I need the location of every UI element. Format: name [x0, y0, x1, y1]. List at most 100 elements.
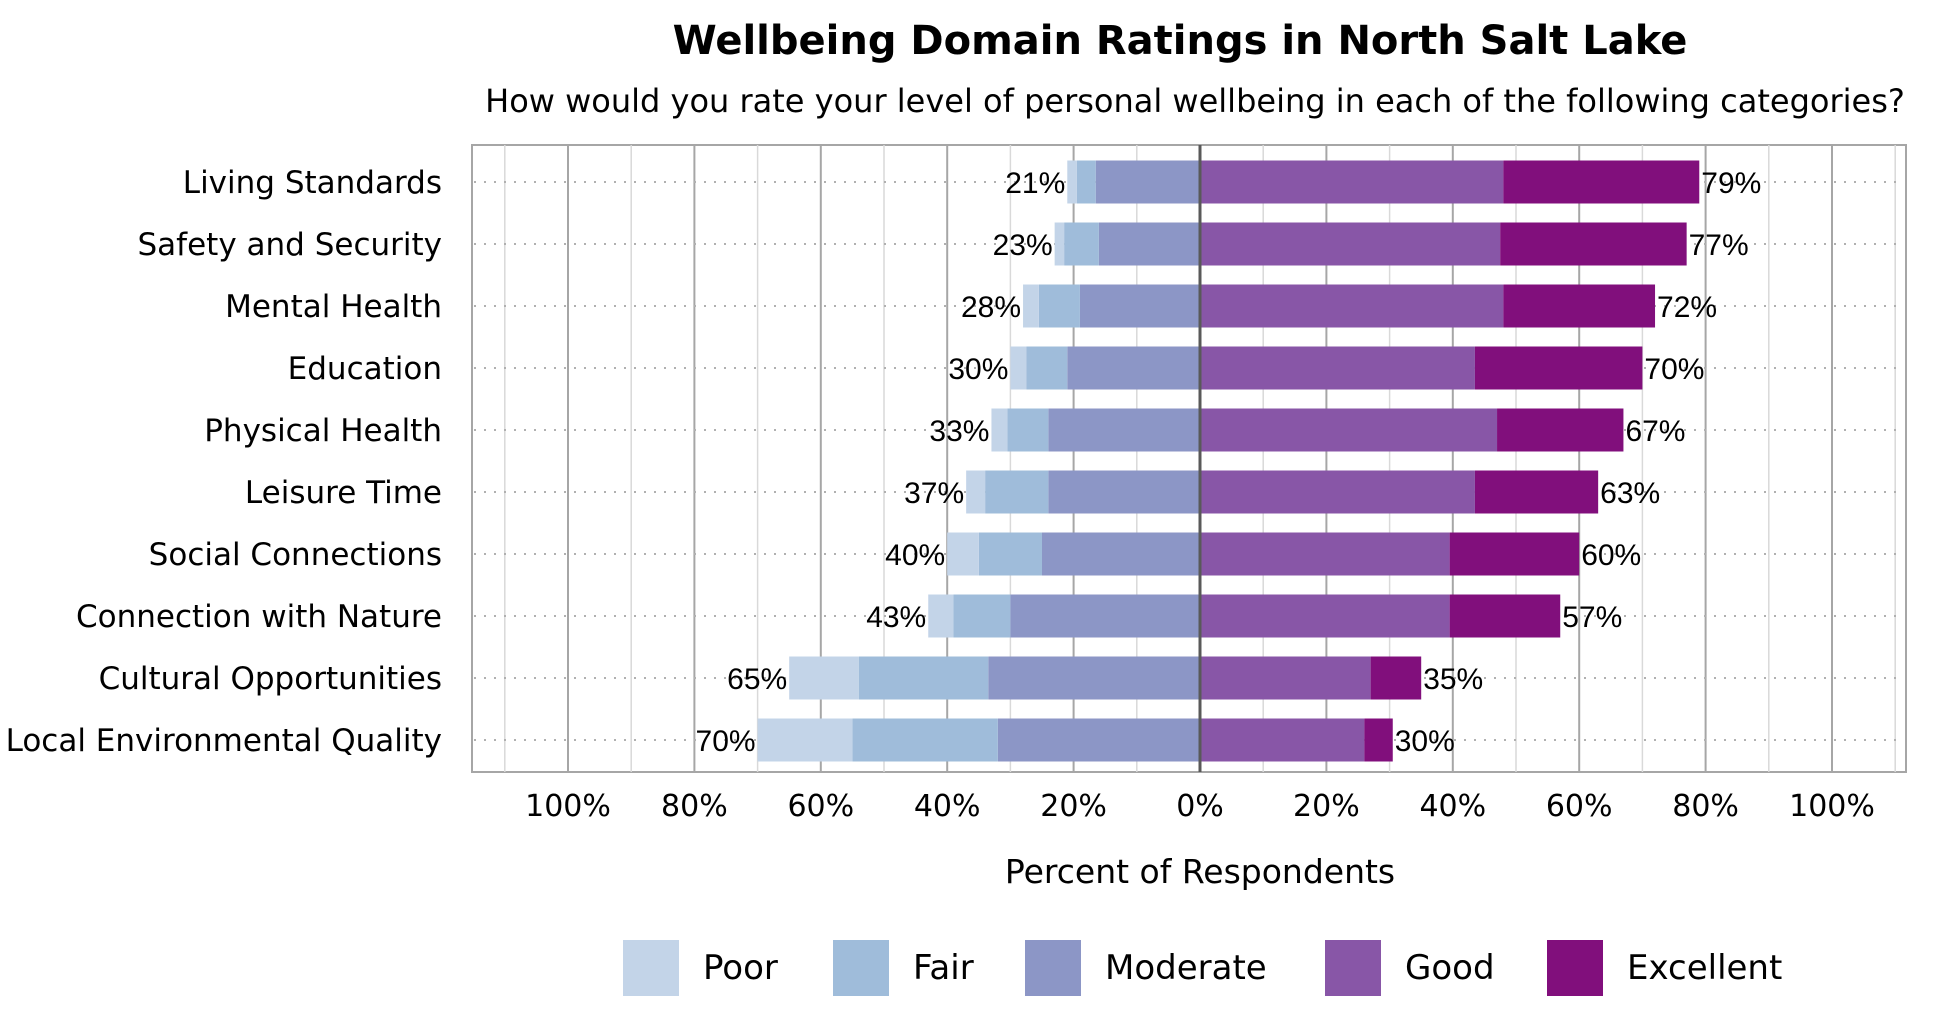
x-tick-label: 100% [1789, 789, 1875, 824]
bar-good [1200, 408, 1498, 452]
chart-subtitle: How would you rate your level of persona… [485, 82, 1905, 120]
bar-poor [757, 718, 853, 762]
bar-poor [1023, 284, 1039, 328]
data-labels: 21% 79% 23% 77% 28% 72% 30% 70% 33% 67% 37% 63% 40% 6… [696, 167, 1762, 758]
x-tick-label: 20% [1040, 789, 1107, 824]
bar-poor [1054, 222, 1065, 266]
negative-total-label: 43% [866, 601, 926, 634]
bar-good [1200, 160, 1504, 204]
positive-total-label: 30% [1395, 725, 1455, 758]
category-label: Education [288, 351, 442, 387]
bar-excellent [1503, 160, 1700, 204]
bar-fair [858, 656, 989, 700]
legend: Poor Fair Moderate Good Excellent [623, 940, 1782, 996]
legend-swatch [833, 940, 889, 996]
category-label: Safety and Security [138, 227, 443, 263]
bar-good [1200, 346, 1475, 390]
bar-moderate [1048, 470, 1200, 514]
bar-good [1200, 594, 1450, 638]
positive-total-label: 67% [1625, 415, 1685, 448]
bar-fair [1064, 222, 1099, 266]
positive-total-label: 60% [1581, 539, 1641, 572]
bar-moderate [1048, 408, 1200, 452]
bar-excellent [1497, 408, 1624, 452]
bar-fair [1038, 284, 1080, 328]
bar-good [1200, 470, 1475, 514]
x-tick-label: 40% [1419, 789, 1486, 824]
bar-poor [789, 656, 859, 700]
x-tick-label: 0% [1176, 789, 1224, 824]
bar-moderate [1067, 346, 1200, 390]
bar-fair [852, 718, 998, 762]
negative-total-label: 70% [696, 725, 756, 758]
negative-total-label: 23% [993, 229, 1053, 262]
bar-good [1200, 284, 1504, 328]
bar-good [1200, 718, 1365, 762]
bars [757, 160, 1700, 762]
negative-total-label: 33% [929, 415, 989, 448]
bar-excellent [1500, 222, 1687, 266]
bar-poor [991, 408, 1008, 452]
legend-swatch [1547, 940, 1603, 996]
bar-poor [966, 470, 986, 514]
bar-poor [947, 532, 979, 576]
negative-total-label: 65% [727, 663, 787, 696]
bar-excellent [1370, 656, 1422, 700]
x-tick-label: 40% [914, 789, 981, 824]
legend-label: Moderate [1105, 948, 1267, 988]
negative-total-label: 40% [885, 539, 945, 572]
bar-moderate [988, 656, 1200, 700]
legend-swatch [1025, 940, 1081, 996]
category-label: Physical Health [204, 413, 442, 449]
bar-fair [985, 470, 1049, 514]
x-tick-label: 60% [787, 789, 854, 824]
legend-swatch [1325, 940, 1381, 996]
category-label: Connection with Nature [76, 599, 442, 635]
positive-total-label: 77% [1689, 229, 1749, 262]
chart-title: Wellbeing Domain Ratings in North Salt L… [673, 18, 1688, 64]
bar-good [1200, 656, 1371, 700]
bar-poor [1010, 346, 1027, 390]
bar-moderate [1095, 160, 1200, 204]
category-label: Living Standards [183, 165, 442, 201]
bar-fair [978, 532, 1042, 576]
x-tick-label: 80% [1672, 789, 1739, 824]
bar-excellent [1449, 532, 1580, 576]
category-label: Social Connections [149, 537, 442, 573]
positive-total-label: 79% [1701, 167, 1761, 200]
bar-poor [1067, 160, 1077, 204]
negative-total-label: 30% [948, 353, 1008, 386]
legend-label: Good [1405, 948, 1495, 988]
category-labels: Living Standards Safety and Security Menta… [6, 165, 442, 759]
bar-good [1200, 532, 1450, 576]
bar-excellent [1474, 470, 1599, 514]
x-tick-labels: 100% 80% 60% 40% 20% 0% 20% 40% 60% 80% 100% [525, 789, 1875, 824]
bar-excellent [1364, 718, 1393, 762]
category-label: Mental Health [225, 289, 442, 325]
bar-fair [1076, 160, 1096, 204]
x-tick-label: 60% [1546, 789, 1613, 824]
positive-total-label: 63% [1600, 477, 1660, 510]
legend-label: Excellent [1627, 948, 1782, 988]
bar-fair [953, 594, 1011, 638]
legend-label: Poor [703, 948, 778, 988]
positive-total-label: 72% [1657, 291, 1717, 324]
plot-area-border [471, 144, 1907, 773]
bar-good [1200, 222, 1501, 266]
positive-total-label: 35% [1423, 663, 1483, 696]
bar-poor [928, 594, 954, 638]
category-label: Cultural Opportunities [99, 661, 442, 697]
x-tick-label: 80% [661, 789, 728, 824]
bar-excellent [1474, 346, 1643, 390]
bar-fair [1026, 346, 1068, 390]
bar-moderate [1079, 284, 1200, 328]
bar-moderate [997, 718, 1200, 762]
x-axis-title: Percent of Respondents [1005, 852, 1395, 891]
bar-moderate [1010, 594, 1200, 638]
negative-total-label: 37% [904, 477, 964, 510]
bar-fair [1007, 408, 1049, 452]
category-label: Local Environmental Quality [6, 723, 442, 759]
x-tick-label: 100% [525, 789, 611, 824]
bar-moderate [1042, 532, 1200, 576]
